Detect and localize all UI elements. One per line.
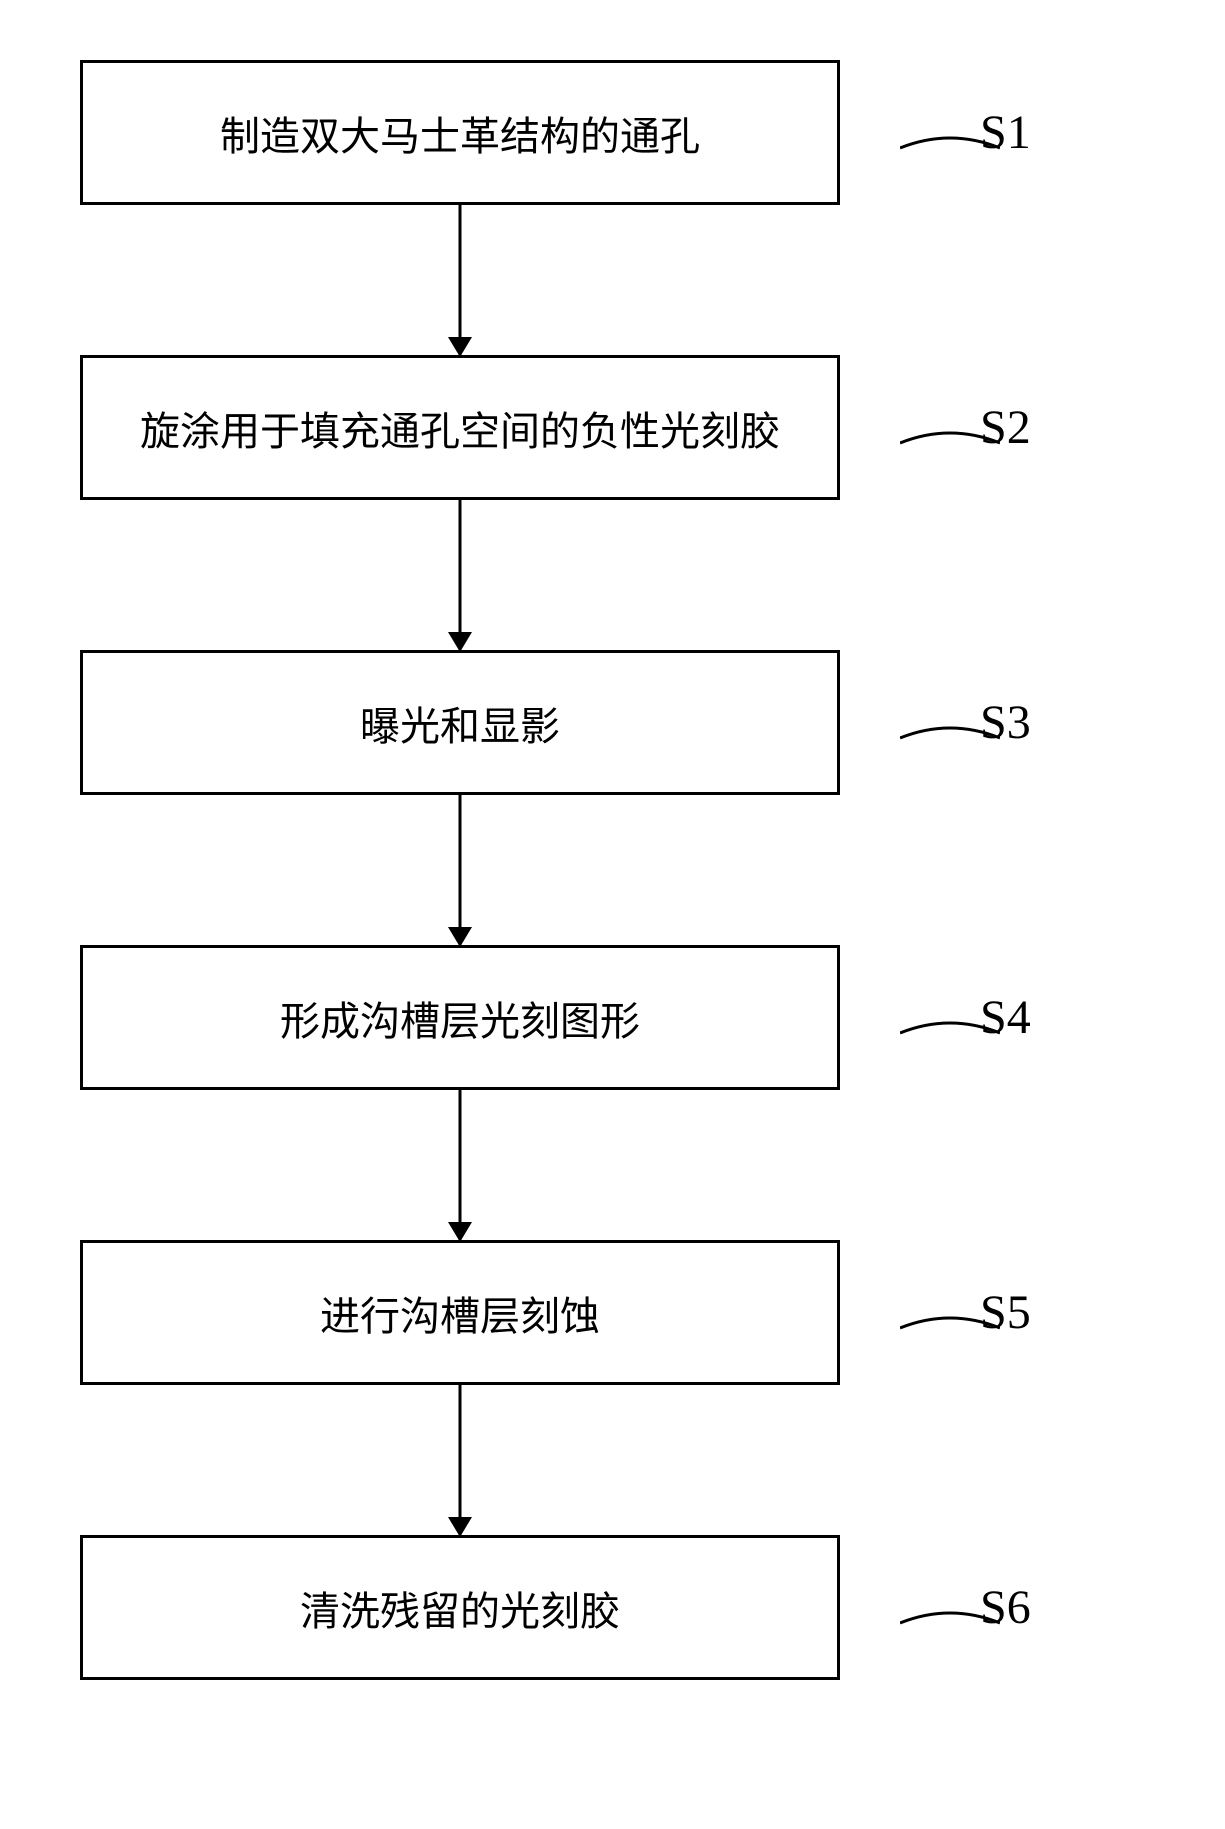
arrow-head-icon — [448, 337, 472, 357]
step-text: 清洗残留的光刻胶 — [300, 1579, 620, 1637]
step-row-6: 清洗残留的光刻胶 S6 — [80, 1535, 1130, 1680]
step-row-5: 进行沟槽层刻蚀 S5 — [80, 1240, 1130, 1385]
connector-2 — [900, 428, 1000, 458]
arrow-line — [459, 795, 462, 945]
arrow-head-icon — [448, 927, 472, 947]
arrow-line — [459, 205, 462, 355]
step-text: 形成沟槽层光刻图形 — [280, 989, 640, 1047]
step-text: 进行沟槽层刻蚀 — [320, 1284, 600, 1342]
arrow-4 — [80, 1090, 840, 1240]
step-row-1: 制造双大马士革结构的通孔 S1 — [80, 60, 1130, 205]
arrow-head-icon — [448, 1517, 472, 1537]
connector-6 — [900, 1608, 1000, 1638]
arrow-2 — [80, 500, 840, 650]
step-box-2: 旋涂用于填充通孔空间的负性光刻胶 — [80, 355, 840, 500]
arrow-head-icon — [448, 1222, 472, 1242]
arrow-5 — [80, 1385, 840, 1535]
step-text: 曝光和显影 — [360, 694, 560, 752]
step-text: 旋涂用于填充通孔空间的负性光刻胶 — [140, 399, 780, 457]
step-row-4: 形成沟槽层光刻图形 S4 — [80, 945, 1130, 1090]
step-row-3: 曝光和显影 S3 — [80, 650, 1130, 795]
arrow-head-icon — [448, 632, 472, 652]
arrow-3 — [80, 795, 840, 945]
connector-1 — [900, 133, 1000, 163]
connector-3 — [900, 723, 1000, 753]
arrow-line — [459, 1385, 462, 1535]
arrow-line — [459, 500, 462, 650]
step-box-3: 曝光和显影 — [80, 650, 840, 795]
arrow-line — [459, 1090, 462, 1240]
connector-4 — [900, 1018, 1000, 1048]
step-box-5: 进行沟槽层刻蚀 — [80, 1240, 840, 1385]
flowchart-container: 制造双大马士革结构的通孔 S1 旋涂用于填充通孔空间的负性光刻胶 S2 曝光和显… — [80, 60, 1130, 1680]
step-box-6: 清洗残留的光刻胶 — [80, 1535, 840, 1680]
step-row-2: 旋涂用于填充通孔空间的负性光刻胶 S2 — [80, 355, 1130, 500]
step-box-1: 制造双大马士革结构的通孔 — [80, 60, 840, 205]
arrow-1 — [80, 205, 840, 355]
step-text: 制造双大马士革结构的通孔 — [220, 104, 700, 162]
step-box-4: 形成沟槽层光刻图形 — [80, 945, 840, 1090]
connector-5 — [900, 1313, 1000, 1343]
